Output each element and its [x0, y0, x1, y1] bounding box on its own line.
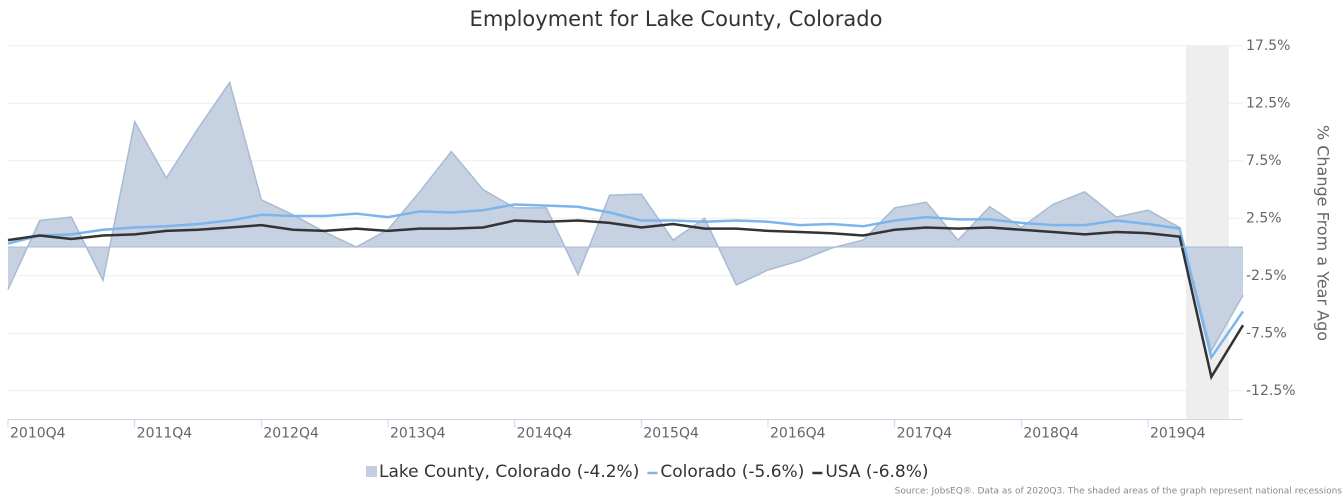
x-tick-label: 2014Q4 [517, 426, 573, 442]
area-outline [7, 80, 1244, 353]
x-tick-label: 2016Q4 [770, 426, 826, 442]
legend-label: USA (-6.8%) [825, 462, 928, 482]
y-tick-label: -2.5% [1246, 268, 1287, 284]
y-axis-label: % Change From a Year Ago [1314, 125, 1333, 341]
source-note: Source: JobsEQ®. Data as of 2020Q3. The … [895, 487, 1343, 497]
x-tick-label: 2013Q4 [390, 426, 446, 442]
legend-label: Colorado (-5.6%) [660, 462, 804, 482]
y-tick-label: -12.5% [1246, 383, 1296, 399]
y-tick-label: 12.5% [1246, 95, 1290, 111]
legend: Lake County, Colorado (-4.2%) Colorado (-… [366, 462, 929, 482]
chart-title: Employment for Lake County, Colorado [470, 7, 883, 31]
y-tick-label: 2.5% [1246, 210, 1282, 226]
legend-swatch [366, 466, 377, 477]
x-tick-label: 2018Q4 [1023, 426, 1079, 442]
series-line [7, 203, 1245, 361]
legend-label: Lake County, Colorado (-4.2%) [379, 462, 639, 482]
x-tick-label: 2010Q4 [10, 426, 66, 442]
x-tick-label: 2017Q4 [897, 426, 953, 442]
y-tick-label: 17.5% [1246, 38, 1290, 54]
y-tick-label: 7.5% [1246, 153, 1282, 169]
x-tick-label: 2011Q4 [137, 426, 193, 442]
x-tick-label: 2015Q4 [643, 426, 699, 442]
y-tick-label: -7.5% [1246, 325, 1287, 341]
x-tick-label: 2019Q4 [1150, 426, 1206, 442]
x-tick-label: 2012Q4 [263, 426, 319, 442]
series-line [7, 219, 1245, 381]
